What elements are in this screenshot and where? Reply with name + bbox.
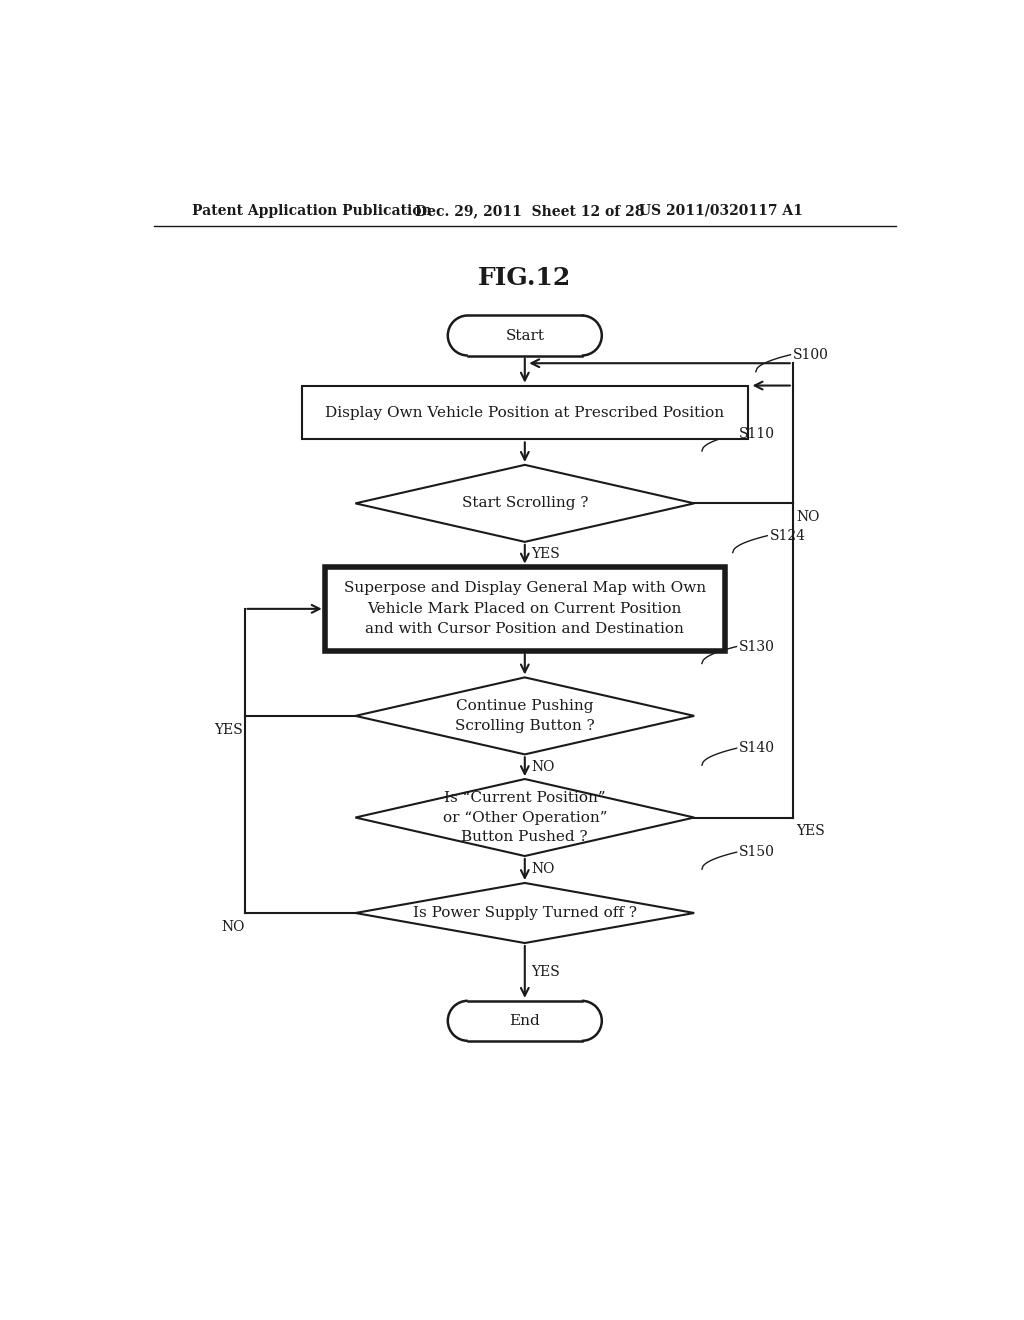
Text: S124: S124 [770,529,806,543]
Text: YES: YES [214,723,243,737]
Bar [301,385,749,440]
Bar [325,566,725,651]
Text: Patent Application Publication: Patent Application Publication [193,203,432,218]
Text: Superpose and Display General Map with Own
Vehicle Mark Placed on Current Positi: Superpose and Display General Map with O… [344,581,706,636]
Polygon shape [355,677,694,755]
Text: YES: YES [797,825,825,838]
Text: NO: NO [531,760,554,774]
Text: Display Own Vehicle Position at Prescribed Position: Display Own Vehicle Position at Prescrib… [326,405,724,420]
Text: S100: S100 [793,347,828,362]
Text: NO: NO [221,920,245,933]
Text: End: End [509,1014,541,1028]
Text: Is “Current Position”
or “Other Operation”
Button Pushed ?: Is “Current Position” or “Other Operatio… [442,791,607,843]
FancyBboxPatch shape [468,315,582,355]
Polygon shape [355,883,694,942]
Text: NO: NO [531,862,554,876]
Text: Is Power Supply Turned off ?: Is Power Supply Turned off ? [413,906,637,920]
Text: FIG.12: FIG.12 [478,265,571,290]
Text: Continue Pushing
Scrolling Button ?: Continue Pushing Scrolling Button ? [455,700,595,733]
Polygon shape [355,465,694,543]
FancyBboxPatch shape [468,1001,582,1040]
Text: Dec. 29, 2011  Sheet 12 of 28: Dec. 29, 2011 Sheet 12 of 28 [416,203,645,218]
Text: US 2011/0320117 A1: US 2011/0320117 A1 [639,203,803,218]
Text: S140: S140 [739,742,775,755]
Text: YES: YES [531,965,560,979]
Text: S110: S110 [739,428,775,441]
Text: S130: S130 [739,640,775,653]
Text: YES: YES [531,548,560,561]
Polygon shape [355,779,694,857]
Text: NO: NO [797,511,820,524]
Text: Start Scrolling ?: Start Scrolling ? [462,496,588,511]
Text: Start: Start [505,329,545,342]
Text: S150: S150 [739,845,775,859]
